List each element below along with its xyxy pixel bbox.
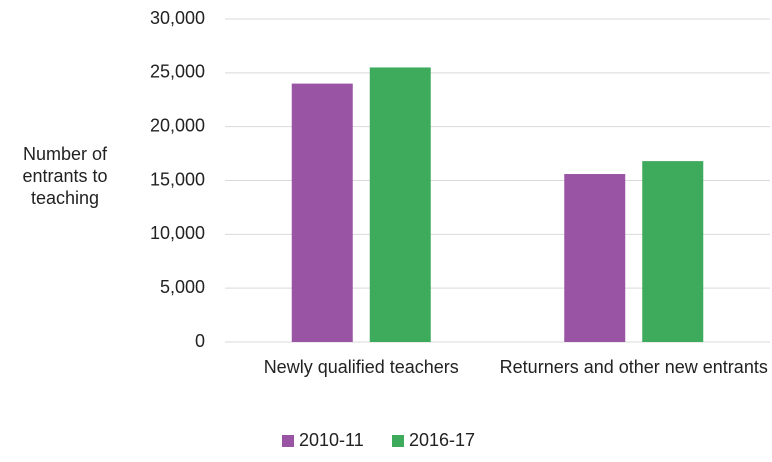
bar	[642, 161, 704, 342]
x-tick-label: Returners and other new entrants	[499, 357, 768, 377]
y-tick-label: 25,000	[150, 62, 205, 82]
bar	[291, 83, 353, 342]
legend-swatch	[392, 435, 404, 447]
y-tick-label: 20,000	[150, 115, 205, 135]
legend-swatch	[282, 435, 294, 447]
bar	[369, 67, 431, 342]
y-tick-label: 10,000	[150, 223, 205, 243]
legend-label: 2016-17	[409, 430, 475, 450]
y-tick-label: 15,000	[150, 169, 205, 189]
y-tick-label: 30,000	[150, 8, 205, 28]
legend-label: 2010-11	[299, 430, 364, 450]
y-tick-label: 5,000	[160, 277, 205, 297]
y-axis-label: Number of entrants to teaching	[22, 144, 108, 208]
x-tick-label: Newly qualified teachers	[263, 357, 459, 377]
y-tick-label: 0	[195, 331, 205, 351]
bar	[564, 174, 626, 342]
